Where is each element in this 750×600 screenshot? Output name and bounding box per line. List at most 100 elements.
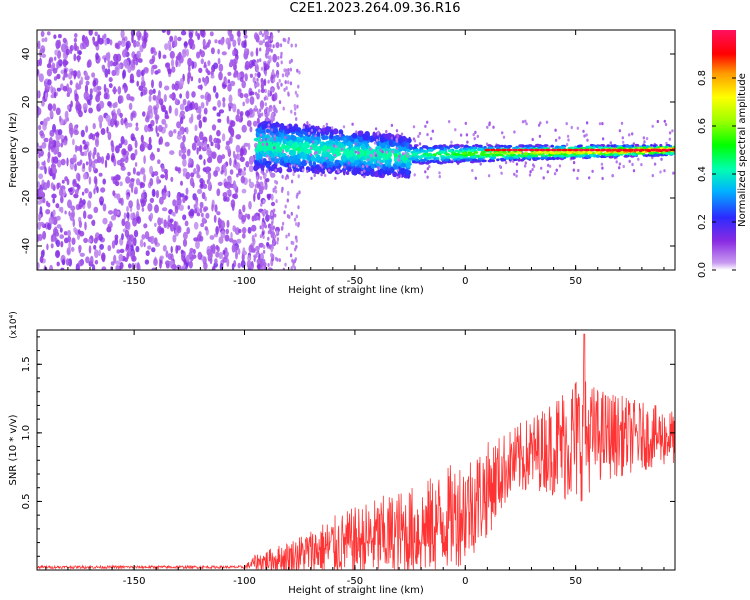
heatmap-cell bbox=[427, 148, 433, 152]
heatmap-cell bbox=[290, 240, 293, 245]
heatmap-cell bbox=[234, 159, 237, 165]
heatmap-cell bbox=[469, 160, 475, 164]
heatmap-cell bbox=[150, 47, 154, 55]
heatmap-cell bbox=[88, 107, 93, 114]
heatmap-cell bbox=[160, 174, 166, 179]
heatmap-cell bbox=[96, 152, 100, 159]
heatmap-cell bbox=[474, 143, 479, 147]
heatmap-cell bbox=[264, 173, 267, 177]
heatmap-cell bbox=[289, 253, 293, 258]
heatmap-cell bbox=[271, 34, 274, 39]
heatmap-cell bbox=[249, 96, 255, 105]
heatmap-cell bbox=[91, 220, 95, 226]
heatmap-cell bbox=[84, 71, 89, 78]
heatmap-cell bbox=[665, 141, 668, 145]
heatmap-cell bbox=[40, 250, 45, 258]
heatmap-cell bbox=[611, 174, 614, 178]
y-tick-label: 1.5 bbox=[21, 356, 32, 372]
heatmap-cell bbox=[109, 60, 114, 67]
heatmap-cell bbox=[476, 134, 479, 138]
heatmap-cell bbox=[271, 69, 275, 74]
heatmap-cell bbox=[385, 129, 388, 134]
heatmap-cell bbox=[648, 151, 653, 155]
heatmap-cell bbox=[231, 263, 235, 270]
heatmap-cell bbox=[145, 250, 150, 257]
heatmap-cell bbox=[319, 163, 322, 167]
heatmap-cell bbox=[269, 225, 272, 230]
heatmap-cell bbox=[259, 159, 263, 164]
heatmap-cell bbox=[194, 124, 198, 132]
heatmap-cell bbox=[278, 258, 281, 263]
heatmap-cell bbox=[525, 122, 528, 126]
heatmap-cell bbox=[52, 67, 58, 74]
heatmap-cell bbox=[346, 166, 352, 172]
heatmap-cell bbox=[196, 212, 201, 217]
heatmap-cell bbox=[353, 155, 359, 161]
heatmap-cell bbox=[78, 260, 84, 267]
heatmap-cell bbox=[138, 32, 142, 39]
heatmap-cell bbox=[284, 80, 287, 85]
heatmap-cell bbox=[115, 265, 120, 270]
heatmap-cell bbox=[438, 175, 441, 179]
heatmap-cell bbox=[310, 146, 313, 150]
heatmap-cell bbox=[540, 154, 546, 158]
heatmap-cell bbox=[253, 137, 260, 142]
heatmap-cell bbox=[226, 258, 230, 267]
heatmap-cell bbox=[210, 74, 215, 79]
heatmap-cell bbox=[569, 154, 575, 157]
heatmap-cell bbox=[203, 140, 208, 150]
heatmap-cell bbox=[578, 154, 583, 158]
heatmap-cell bbox=[281, 73, 285, 78]
heatmap-cell bbox=[130, 212, 134, 221]
heatmap-cell bbox=[426, 167, 429, 171]
heatmap-cell bbox=[181, 252, 184, 261]
heatmap-cell bbox=[170, 58, 175, 67]
heatmap-cell bbox=[130, 63, 136, 71]
heatmap-cell bbox=[468, 158, 474, 161]
heatmap-cell bbox=[276, 82, 279, 86]
heatmap-cell bbox=[418, 131, 422, 136]
heatmap-cell bbox=[69, 80, 73, 86]
heatmap-cell bbox=[286, 190, 290, 195]
heatmap-cell bbox=[395, 139, 399, 143]
heatmap-cell bbox=[98, 233, 103, 241]
heatmap-cell bbox=[127, 171, 131, 176]
heatmap-cell bbox=[120, 117, 124, 126]
heatmap-cell bbox=[169, 35, 174, 42]
heatmap-cell bbox=[363, 169, 366, 173]
heatmap-cell bbox=[334, 176, 337, 180]
heatmap-cell bbox=[400, 162, 407, 168]
heatmap-cell bbox=[345, 171, 350, 175]
heatmap-cell bbox=[663, 119, 666, 123]
heatmap-cell bbox=[55, 39, 61, 49]
heatmap-cell bbox=[274, 185, 277, 190]
heatmap-cell bbox=[52, 139, 57, 148]
heatmap-cell bbox=[340, 143, 344, 148]
heatmap-cell bbox=[509, 151, 515, 155]
heatmap-cell bbox=[270, 193, 274, 201]
heatmap-cell bbox=[280, 54, 283, 59]
heatmap-cell bbox=[143, 155, 146, 165]
heatmap-cell bbox=[438, 171, 441, 175]
heatmap-cell bbox=[273, 134, 276, 138]
heatmap-cell bbox=[490, 156, 495, 160]
heatmap-cell bbox=[214, 143, 218, 149]
heatmap-cell bbox=[255, 251, 258, 256]
heatmap-cell bbox=[130, 244, 134, 252]
heatmap-cell bbox=[105, 114, 111, 122]
heatmap-cell bbox=[126, 206, 129, 212]
heatmap-cell bbox=[632, 169, 636, 173]
heatmap-cell bbox=[295, 131, 300, 136]
heatmap-cell bbox=[539, 148, 546, 152]
x-tick-label: -150 bbox=[123, 576, 146, 587]
heatmap-cell bbox=[37, 107, 42, 116]
heatmap-cell bbox=[224, 234, 230, 242]
heatmap-cell bbox=[295, 117, 298, 121]
heatmap-cell bbox=[523, 164, 527, 168]
heatmap-cell bbox=[306, 169, 309, 173]
heatmap-cell bbox=[174, 83, 179, 91]
heatmap-cell bbox=[310, 128, 314, 132]
heatmap-cell bbox=[254, 91, 258, 96]
heatmap-cell bbox=[264, 262, 267, 267]
heatmap-cell bbox=[141, 207, 145, 212]
